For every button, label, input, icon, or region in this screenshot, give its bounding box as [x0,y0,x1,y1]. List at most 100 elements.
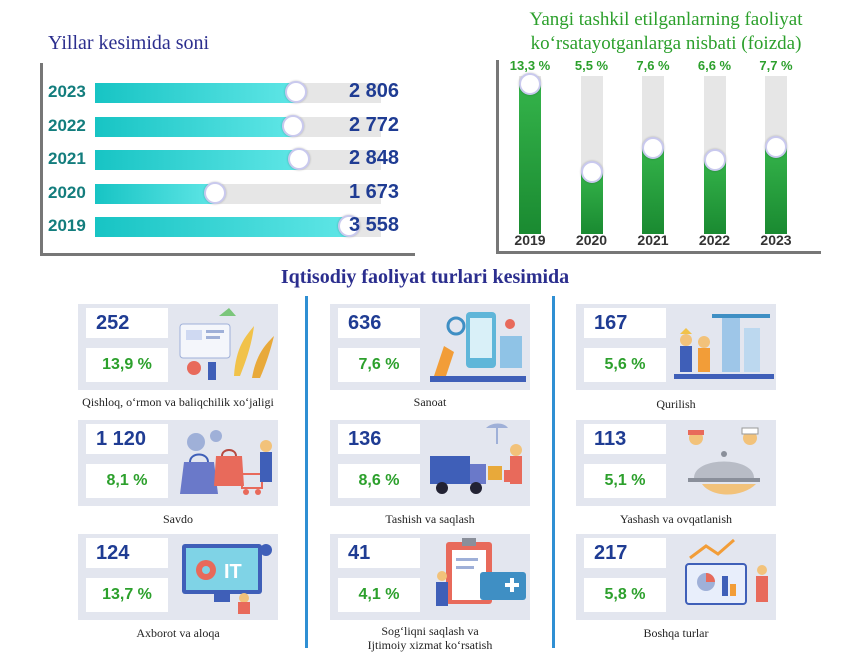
right-chart-frame [496,60,821,254]
bar [765,147,787,234]
agriculture-icon [179,308,274,380]
tick-label: 2021 [637,232,669,248]
right-chart-title: Yangi tashkil etilganlarning faoliyat ko… [496,8,836,56]
sector-count: 113 [584,424,666,454]
tick-label: 2022 [48,115,86,135]
svg-text:IT: IT [224,561,242,583]
bar-column-2021: 7,6 % 2021 [621,56,685,252]
it-icon: IT [182,544,272,614]
right-chart-title-line2: ko‘rsatayotganlarga nisbati (foizda) [530,33,802,54]
food-service-icon [688,427,760,495]
tick-label: 2022 [698,232,731,248]
bar-track [519,76,541,234]
sector-caption: Sanoat [413,395,447,409]
sector-percent: 4,1 % [338,578,420,612]
tick-label: 2023 [760,232,792,248]
data-label: 2 806 [349,80,400,102]
right-chart-title-line1: Yangi tashkil etilganlarning faoliyat [529,9,803,30]
bar-marker [642,137,664,159]
bar-column-2023: 7,7 % 2023 [744,56,808,252]
sector-percent: 8,1 % [86,464,168,498]
bar-track [95,114,381,137]
tick-label: 2020 [575,232,608,248]
bar-marker [282,114,304,137]
data-label: 7,7 % [759,58,793,73]
data-label: 2 772 [349,113,400,136]
sector-card-healthcare: 41 4,1 % [330,534,530,620]
sector-card-transport: 136 8,6 % [330,420,530,506]
healthcare-icon [436,538,526,606]
data-label: 5,5 % [574,58,609,73]
sector-percent: 8,6 % [338,464,420,498]
sector-card-trade: 1 120 8,1 % [78,420,278,506]
sector-card-construction: 167 5,6 % [576,304,776,390]
bar-marker [519,73,541,95]
data-label: 1 673 [349,180,400,203]
bar-marker [338,215,360,237]
sector-card-other: 217 5,8 % [576,534,776,620]
sector-count: 136 [338,424,420,454]
left-chart-title: Yillar kesimida soni [48,32,210,54]
sector-percent: 7,6 % [338,348,420,382]
data-label: 6,6 % [697,58,732,73]
bar [95,217,349,237]
construction-icon [674,314,774,379]
sector-caption-line1: Sog‘liqni saqlash va [381,624,479,638]
bar-track [95,148,381,170]
left-chart-frame [40,63,415,256]
shopping-icon [180,430,272,495]
bar-row-2019: 2019 3 558 [44,214,424,240]
sector-count: 41 [338,538,420,568]
sector-caption: Savdo [163,512,193,526]
sector-percent: 5,6 % [584,348,666,382]
bar-marker [703,149,726,171]
tick-label: 2023 [48,82,86,101]
bar-row-2023: 2023 2 806 [44,80,424,106]
section-title: Iqtisodiy faoliyat turlari kesimida [280,266,570,288]
bar-track [95,81,381,103]
bar-track [580,76,603,234]
sector-caption: Qishloq, o‘rmon va baliqchilik xo‘jaligi [82,395,274,409]
bar-track [95,181,381,204]
data-label: 13,3 % [509,58,551,73]
sector-percent: 13,7 % [86,578,168,612]
sector-count: 167 [584,308,666,338]
sector-caption: Qurilish [656,397,696,411]
bar-column-2019: 13,3 % 2019 [498,56,562,252]
sector-count: 1 120 [86,424,168,454]
bar [95,116,293,137]
sector-caption: Yashash va ovqatlanish [619,512,733,526]
bar [703,160,726,234]
tick-label: 2019 [514,232,546,248]
other-sectors-icon [685,538,768,605]
bar-marker [288,148,310,170]
bar [580,172,603,234]
sector-count: 217 [584,538,666,568]
column-divider-right [552,296,555,648]
data-label: 7,6 % [636,58,670,73]
sector-percent: 13,9 % [86,348,168,382]
bar-row-2022: 2022 2 772 [44,114,424,140]
industry-icon [430,312,526,382]
bar-column-2022: 6,6 % 2022 [683,56,747,252]
tick-label: 2019 [48,216,86,235]
sector-percent: 5,1 % [584,464,666,498]
sector-count: 252 [86,308,168,338]
sector-card-industry: 636 7,6 % [330,304,530,390]
column-divider-left [305,296,308,648]
tick-label: 2021 [48,149,86,168]
bar-marker [765,136,787,158]
bar-row-2020: 2020 1 673 [44,181,424,207]
sector-caption: Axborot va aloqa [136,626,220,640]
bar [95,150,299,170]
sector-card-hospitality: 113 5,1 % [576,420,776,506]
data-label: 2 848 [349,147,400,169]
sector-card-agriculture: 252 13,9 % [78,304,278,390]
sector-caption: Sog‘liqni saqlash va Ijtimoiy xizmat ko‘… [315,624,545,652]
bar-track [95,215,381,237]
tick-label: 2020 [48,182,86,202]
bar [95,83,296,103]
bar-marker [285,81,307,103]
bar [95,183,215,204]
sector-card-it: 124 13,7 % IT [78,534,278,620]
